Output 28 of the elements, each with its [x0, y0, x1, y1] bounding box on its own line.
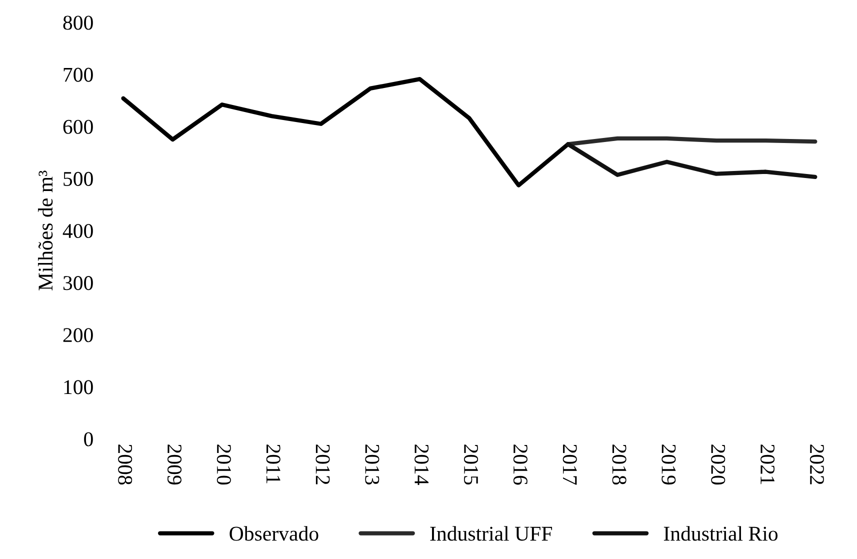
x-tick-label: 2016 — [513, 444, 528, 485]
y-tick-label: 0 — [84, 432, 93, 446]
x-tick-label: 2013 — [365, 444, 380, 485]
x-tick-label: 2022 — [810, 444, 824, 484]
x-tick-label: 2019 — [662, 444, 676, 484]
y-tick-label: 700 — [64, 68, 93, 82]
y-tick-label: 400 — [62, 224, 93, 238]
y-tick-label: 500 — [64, 172, 93, 186]
y-tick-label: 300 — [63, 276, 93, 290]
legend-label: Observado — [230, 526, 318, 541]
x-tick-label: 2010 — [216, 444, 231, 485]
x-tick-label: 2018 — [612, 444, 626, 485]
y-tick-label: 800 — [63, 16, 93, 30]
x-tick-label: 2011 — [266, 444, 280, 484]
legend-label: Industrial Rio — [664, 526, 778, 541]
x-tick-label: 2012 — [316, 444, 330, 484]
legend-label: Industrial UFF — [430, 526, 552, 541]
x-tick-label: 2008 — [118, 444, 132, 485]
x-tick-label: 2015 — [464, 444, 478, 485]
x-tick-label: 2009 — [167, 444, 182, 484]
x-tick-label: 2020 — [711, 444, 726, 485]
y-tick-label: 100 — [64, 380, 93, 394]
x-tick-label: 2014 — [414, 444, 429, 486]
x-tick-label: 2021 — [760, 444, 775, 484]
y-axis-title: Milhões de m³ — [38, 170, 53, 290]
y-tick-label: 200 — [63, 328, 93, 342]
y-tick-label: 600 — [63, 120, 93, 134]
x-tick-label: 2017 — [562, 444, 577, 485]
